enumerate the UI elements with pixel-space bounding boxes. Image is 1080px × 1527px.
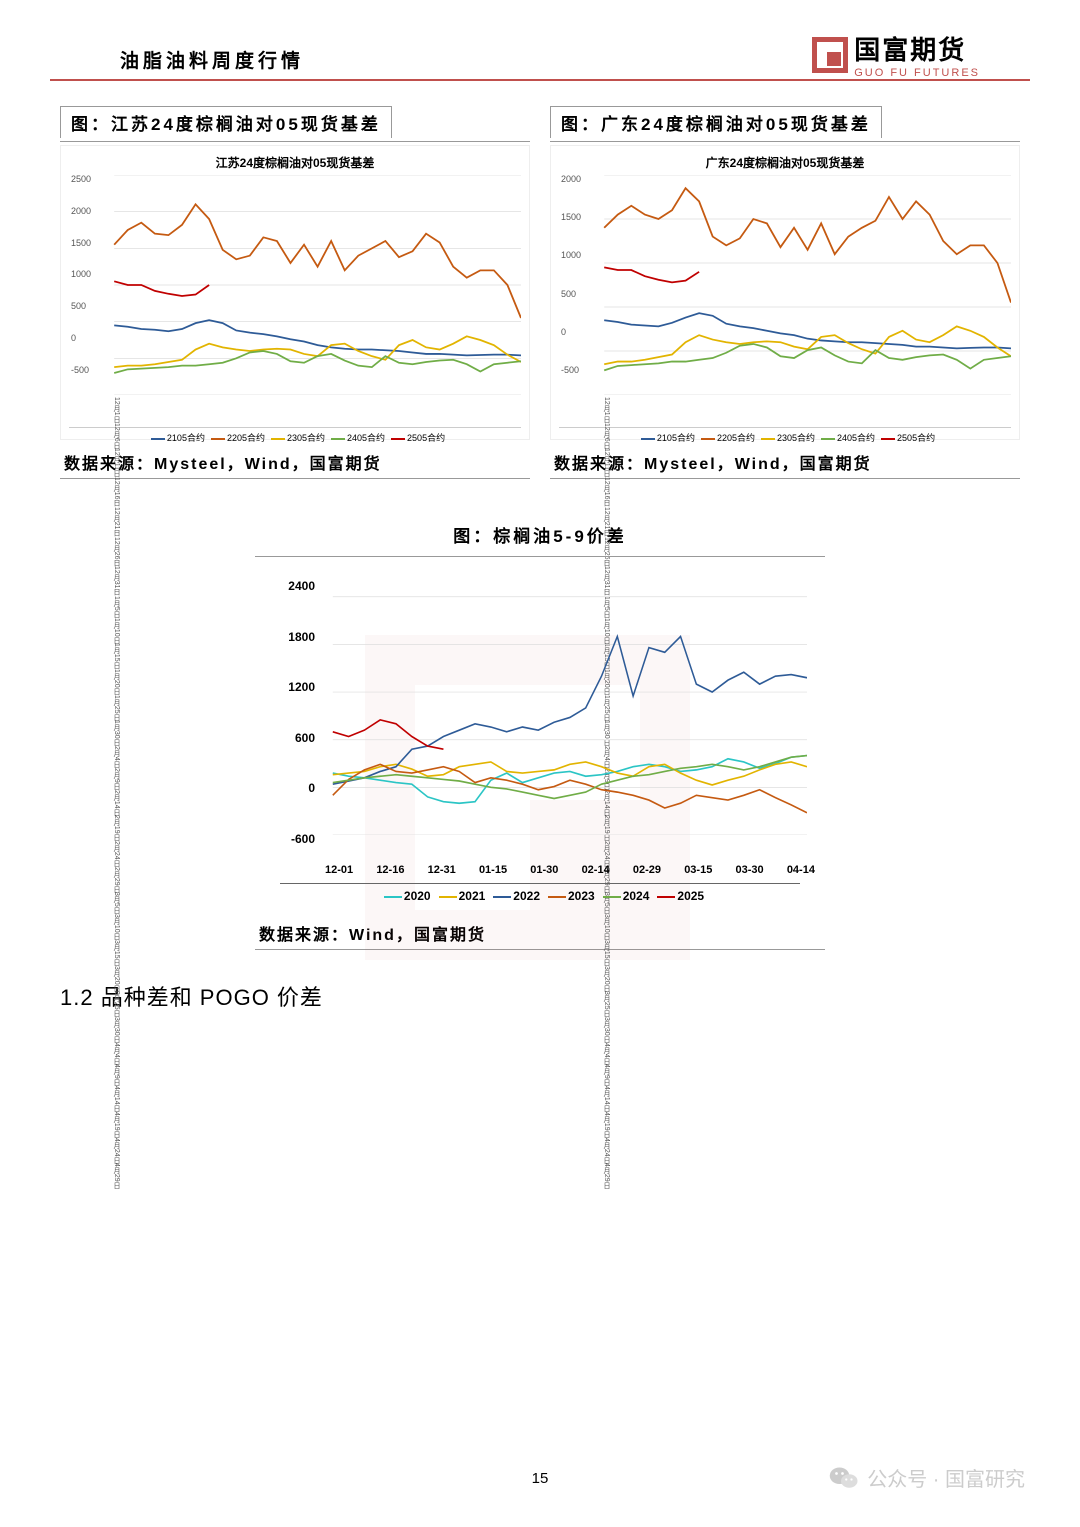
chart1-caption: 图：江苏24度棕榈油对05现货基差	[60, 106, 392, 138]
footer-attribution: 公众号 · 国富研究	[829, 1463, 1025, 1492]
chart2-xaxis: 12月1日12月6日12月11日12月16日12月21日12月26日12月31日…	[559, 395, 616, 427]
chart-guangdong: 图：广东24度棕榈油对05现货基差 广东24度棕榈油对05现货基差 200015…	[550, 106, 1020, 479]
logo-icon	[812, 37, 848, 73]
chart1-legend: 2105合约2205合约2305合约2405合约2505合约	[69, 427, 521, 447]
chart3-yaxis: 2400180012006000-600	[275, 579, 315, 846]
chart1-xaxis: 12月1日12月6日12月11日12月16日12月21日12月26日12月31日…	[69, 395, 126, 427]
page-header: 油脂油料周度行情 国富期货 GUO FU FUTURES	[50, 0, 1030, 81]
chart1-plot	[69, 175, 521, 395]
chart1-yaxis: 25002000150010005000-500	[71, 174, 101, 375]
chart-jiangsu: 图：江苏24度棕榈油对05现货基差 江苏24度棕榈油对05现货基差 250020…	[60, 106, 530, 479]
chart2-inner-title: 广东24度棕榈油对05现货基差	[559, 154, 1011, 171]
brand-logo: 国富期货 GUO FU FUTURES	[812, 30, 980, 79]
chart3-legend: 202020212022202320242025	[280, 883, 800, 903]
chart2-yaxis: 2000150010005000-500	[561, 174, 591, 375]
wechat-icon	[829, 1465, 859, 1491]
logo-cn: 国富期货	[854, 30, 980, 67]
logo-en: GUO FU FUTURES	[854, 67, 980, 79]
chart1-inner-title: 江苏24度棕榈油对05现货基差	[69, 154, 521, 171]
chart-row-top: 图：江苏24度棕榈油对05现货基差 江苏24度棕榈油对05现货基差 250020…	[0, 106, 1080, 479]
chart2-plot	[559, 175, 1011, 395]
chart2-legend: 2105合约2205合约2305合约2405合约2505合约	[559, 427, 1011, 447]
section-heading: 1.2 品种差和 POGO 价差	[0, 950, 1080, 1042]
chart2-caption: 图：广东24度棕榈油对05现货基差	[550, 106, 882, 138]
chart-row-center: 图：棕榈油5-9价差 2400180012006000-600 12-0112-…	[0, 489, 1080, 950]
chart3-plot	[328, 565, 807, 835]
doc-title: 油脂油料周度行情	[120, 46, 304, 79]
chart3-xaxis: 12-0112-1612-3101-1501-3002-1402-2903-15…	[325, 864, 815, 876]
chart-spread: 图：棕榈油5-9价差 2400180012006000-600 12-0112-…	[255, 519, 825, 950]
chart3-source: 数据来源：Wind，国富期货	[255, 911, 825, 950]
footer-text: 公众号 · 国富研究	[867, 1463, 1025, 1492]
